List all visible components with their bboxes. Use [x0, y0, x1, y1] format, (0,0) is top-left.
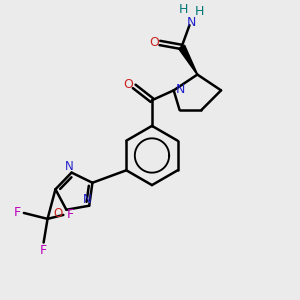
Text: H: H	[195, 5, 204, 18]
Text: N: N	[83, 193, 92, 206]
Text: N: N	[65, 160, 74, 173]
Text: F: F	[67, 208, 74, 221]
Text: F: F	[14, 206, 20, 220]
Polygon shape	[178, 45, 197, 75]
Text: O: O	[123, 78, 133, 91]
Text: H: H	[179, 3, 188, 16]
Text: F: F	[40, 244, 47, 257]
Text: O: O	[54, 207, 63, 220]
Text: N: N	[176, 83, 185, 96]
Text: O: O	[149, 37, 159, 50]
Text: N: N	[187, 16, 196, 29]
